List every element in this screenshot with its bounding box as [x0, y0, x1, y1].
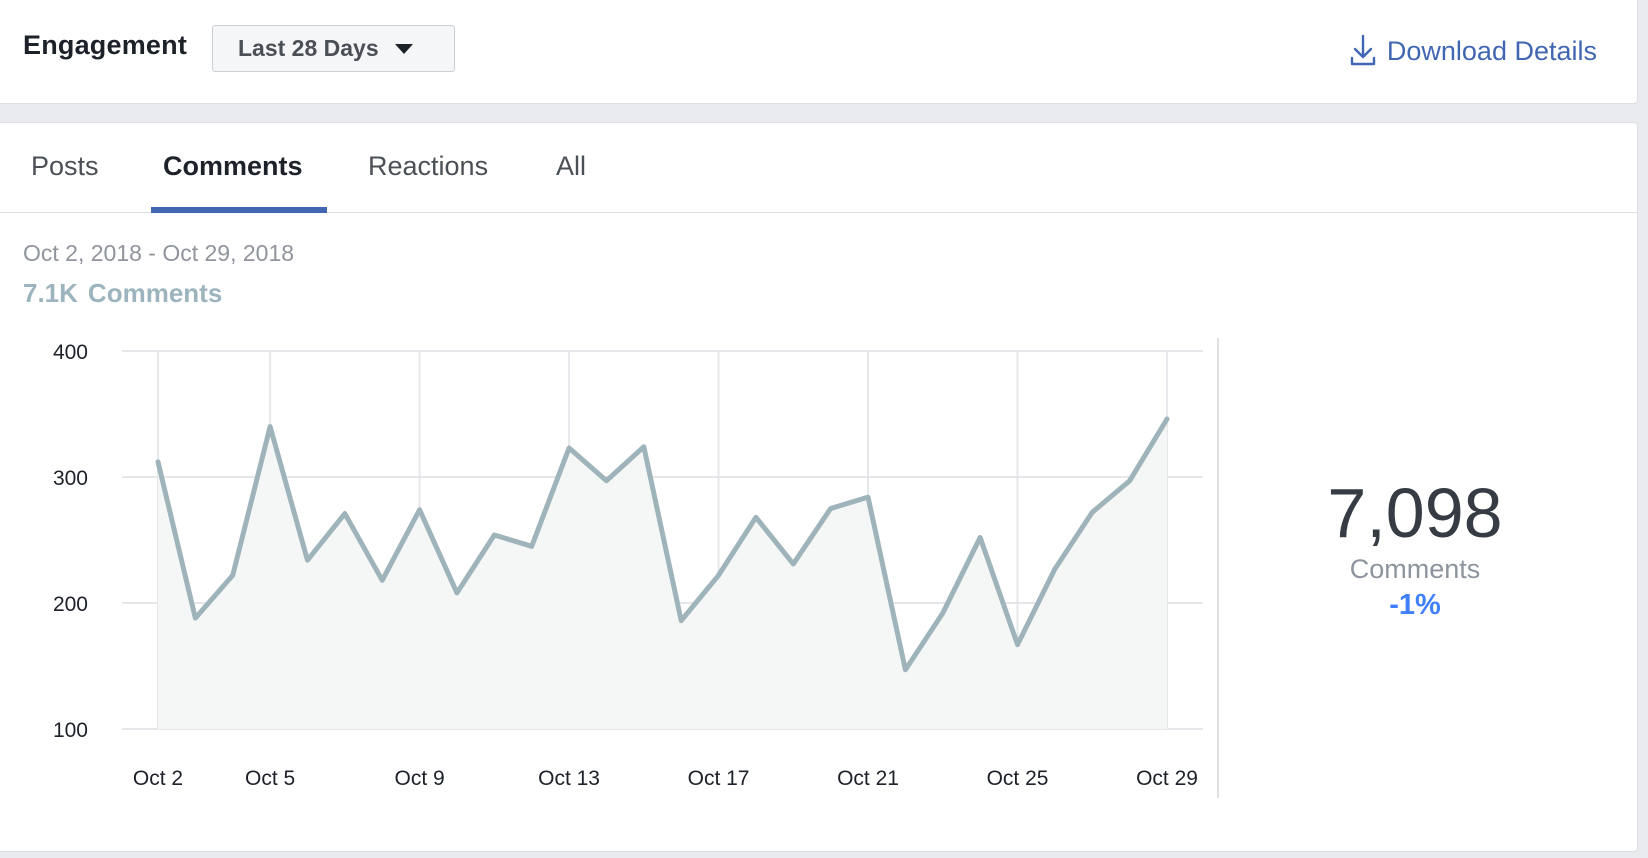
data-point	[268, 424, 273, 429]
x-tick-label: Oct 13	[538, 767, 600, 790]
tab-comments[interactable]: Comments	[163, 151, 303, 181]
data-point	[679, 618, 684, 623]
chart-divider	[1217, 338, 1219, 798]
x-tick-label: Oct 2	[133, 767, 183, 790]
data-point	[903, 667, 908, 672]
data-point	[1127, 478, 1132, 483]
data-point	[940, 611, 945, 616]
y-tick-label: 400	[53, 341, 88, 364]
data-point	[230, 573, 235, 578]
data-point	[791, 561, 796, 566]
x-tick-label: Oct 5	[245, 767, 295, 790]
data-point	[604, 478, 609, 483]
data-point	[1015, 642, 1020, 647]
x-tick-label: Oct 29	[1136, 767, 1198, 790]
data-point	[1165, 417, 1170, 422]
data-point	[529, 544, 534, 549]
data-point	[492, 532, 497, 537]
total-comments-value: 7,098	[1327, 474, 1503, 552]
date-range-label: Last 28 Days	[238, 35, 379, 61]
x-tick-label: Oct 25	[987, 767, 1049, 790]
x-tick-label: Oct 21	[837, 767, 899, 790]
total-stat: 7,098 Comments -1%	[1230, 478, 1600, 622]
x-tick-label: Oct 9	[394, 767, 444, 790]
summary-total-value: 7.1K	[23, 278, 78, 308]
caret-down-icon	[394, 43, 413, 54]
data-point	[978, 535, 983, 540]
download-icon	[1350, 34, 1376, 66]
y-tick-label: 200	[53, 593, 88, 616]
data-point	[1090, 510, 1095, 515]
section-title: Engagement	[23, 30, 188, 60]
data-point	[641, 444, 646, 449]
data-point	[342, 511, 347, 516]
active-tab-indicator	[151, 207, 327, 213]
comments-line-chart: 100 200 300 400 Oct 2 Oct 5 Oct 9 Oct 13 Oct 17 O…	[53, 341, 1203, 790]
data-point	[828, 506, 833, 511]
data-point	[716, 573, 721, 578]
data-point	[305, 558, 310, 563]
tab-all[interactable]: All	[556, 151, 587, 181]
comments-series-line	[155, 416, 1170, 673]
data-point	[866, 495, 871, 500]
summary-total: 7.1K Comments	[23, 278, 222, 309]
data-point	[380, 578, 385, 583]
download-details-label: Download Details	[1386, 35, 1597, 66]
data-point	[1052, 566, 1057, 571]
total-comments-label: Comments	[1349, 554, 1481, 584]
engagement-header-card: Engagement Last 28 Days Download Details	[0, 0, 1638, 104]
y-tick-label: 300	[53, 467, 88, 490]
date-range-text: Oct 2, 2018 - Oct 29, 2018	[23, 240, 295, 266]
comments-change-percent: -1%	[1389, 589, 1441, 621]
summary-metric-label: Comments	[87, 278, 223, 308]
tab-reactions[interactable]: Reactions	[368, 151, 489, 181]
data-point	[156, 459, 161, 464]
download-details-link[interactable]: Download Details	[1349, 34, 1597, 68]
data-point	[417, 507, 422, 512]
data-point	[567, 446, 572, 451]
y-tick-label: 100	[53, 719, 88, 742]
data-point	[193, 616, 198, 621]
data-point	[454, 590, 459, 595]
tab-posts[interactable]: Posts	[31, 151, 99, 181]
metric-tabs: Posts Comments Reactions All	[0, 123, 1637, 213]
date-range-dropdown[interactable]: Last 28 Days	[212, 25, 455, 72]
x-tick-label: Oct 17	[688, 767, 750, 790]
chart-area-fill	[158, 419, 1167, 729]
data-point	[753, 515, 758, 520]
engagement-chart-card: Posts Comments Reactions All Oct 2, 2018…	[0, 122, 1638, 852]
